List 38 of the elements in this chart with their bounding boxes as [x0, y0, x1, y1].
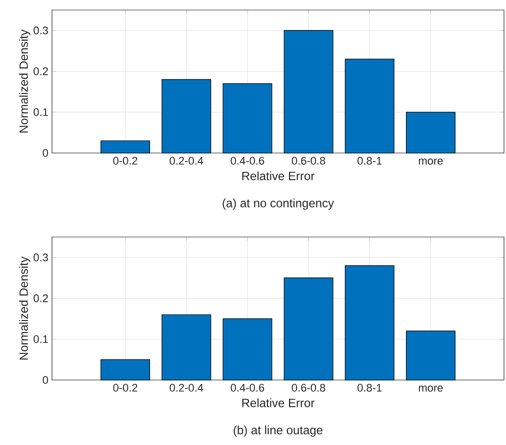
bar [162, 314, 212, 380]
bar [222, 83, 272, 154]
text: (b) at line outage [234, 426, 322, 437]
y-tick-label: 0.3 [34, 254, 48, 262]
y-tick-label: 0.1 [34, 108, 48, 116]
x-axis-title: Relative Error [242, 398, 314, 408]
x-tick-label: 0-0.2 [113, 156, 138, 165]
y-tick-label: 0 [42, 149, 48, 157]
y-tick-label: 0.2 [34, 67, 48, 76]
bar [222, 318, 272, 380]
x-axis-title: Relative Error [242, 171, 314, 180]
bar [406, 330, 456, 380]
x-tick-label: 0.6-0.8 [292, 156, 326, 165]
bar [100, 359, 150, 380]
bar [344, 265, 394, 380]
x-tick-label: 0.4-0.6 [230, 384, 264, 392]
x-tick-label: more [418, 158, 443, 165]
bar [100, 140, 150, 154]
y-tick-label: 0.2 [34, 294, 48, 302]
bar [162, 79, 212, 154]
x-tick-label: 0.6-0.8 [292, 384, 326, 392]
y-tick-label: 0.1 [34, 335, 48, 344]
x-tick-label: 0.2-0.4 [170, 384, 204, 392]
y-tick-label: 0.3 [34, 26, 48, 34]
text: (a) at no contingency [222, 198, 334, 210]
x-tick-label: 0.8-1 [358, 156, 382, 165]
bar [344, 58, 394, 154]
x-tick-label: 0.2-0.4 [170, 156, 204, 165]
x-tick-label: 0-0.2 [113, 384, 138, 392]
bar [284, 30, 334, 154]
x-tick-label: 0.4-0.6 [230, 156, 264, 165]
y-axis-title: Normalized Density [19, 256, 30, 360]
y-tick-label: 0 [42, 376, 48, 384]
bar [284, 278, 334, 380]
x-tick-label: more [418, 386, 443, 392]
y-axis-title: Normalized Density [19, 30, 30, 133]
x-tick-label: 0.8-1 [358, 384, 382, 392]
bar [406, 112, 456, 154]
